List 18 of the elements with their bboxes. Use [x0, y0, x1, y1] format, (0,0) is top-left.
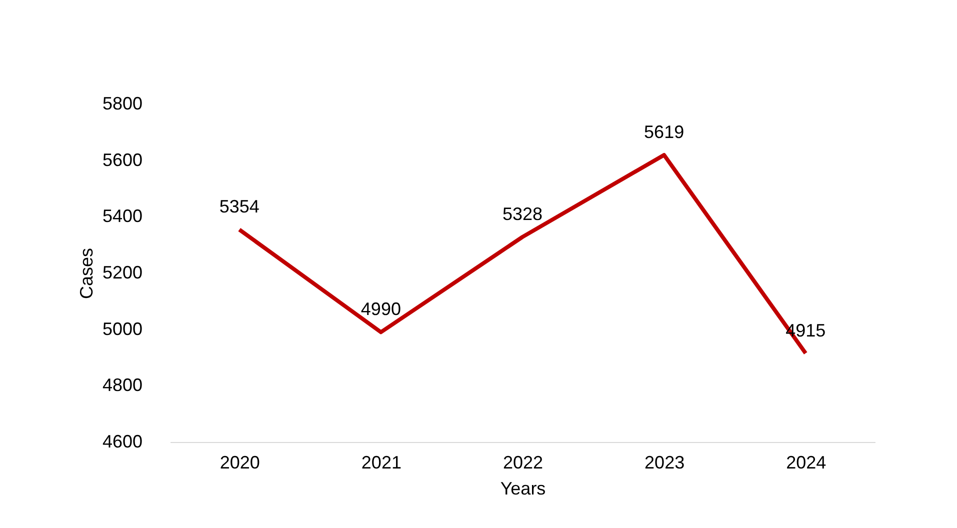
- y-tick-label: 5400: [102, 206, 142, 226]
- y-tick-label: 5600: [102, 150, 142, 170]
- y-tick-label: 5000: [102, 318, 142, 339]
- y-tick-label: 4600: [102, 432, 142, 452]
- x-tick-label: 2024: [786, 452, 826, 472]
- data-label: 5354: [219, 196, 260, 217]
- x-tick-label: 2023: [644, 452, 685, 472]
- x-tick-label: 2022: [502, 452, 544, 472]
- y-axis-title: Cases: [76, 248, 96, 300]
- y-tick-label: 4800: [102, 375, 142, 396]
- data-label: 4990: [360, 299, 401, 320]
- data-label: 5328: [502, 204, 543, 224]
- x-tick-label: 2020: [220, 452, 260, 472]
- data-label: 5619: [644, 122, 684, 142]
- x-axis-title: Years: [500, 478, 546, 498]
- y-tick-label: 5800: [102, 94, 142, 114]
- x-tick-label: 2021: [361, 452, 402, 472]
- y-tick-label: 5200: [102, 262, 142, 282]
